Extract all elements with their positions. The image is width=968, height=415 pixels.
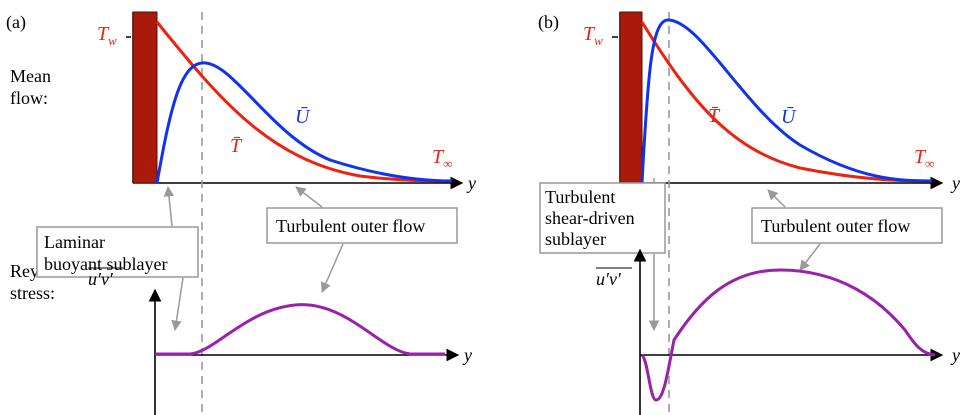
b-shear-box-line1: Turbulent — [545, 187, 615, 207]
a-stress-curve — [155, 303, 445, 356]
reynolds-stress-label-line2: stress: — [10, 283, 55, 303]
a-arrow-laminar-down — [171, 277, 184, 332]
a-stress-y-axis-label: u′v′ — [88, 269, 114, 289]
a-mean-T-curve — [155, 21, 451, 183]
a-Tinf-label: T∞ — [432, 146, 452, 171]
a-arrow-outer-up — [295, 186, 323, 208]
a-laminar-sublayer-box — [36, 226, 199, 278]
b-stress-curve — [640, 268, 936, 402]
b-mean-T-curve — [640, 21, 931, 183]
a-mean-x-axis-label: y — [466, 173, 476, 193]
a-laminar-box-line1: Laminar — [44, 232, 105, 252]
b-mean-U-curve — [640, 18, 933, 184]
b-stress-y-axis-label: u′v′ — [596, 269, 622, 289]
panel-b-label: (b) — [538, 12, 559, 33]
mean-flow-label-line1: Mean — [10, 66, 51, 86]
b-wall — [619, 11, 643, 184]
a-stress-x-axis-label: y — [462, 345, 472, 365]
a-arrow-outer-down — [320, 243, 344, 293]
a-laminar-box-line2: buoyant sublayer — [44, 254, 167, 274]
b-U-label: Ū — [781, 106, 797, 128]
b-shear-box-line3: sublayer — [545, 229, 606, 249]
b-stress-x-axis-label: y — [950, 345, 960, 365]
panel-a: (a) Mean flow: Reynolds stress: y Tw T̄ … — [6, 11, 476, 415]
b-T-label: T̄ — [708, 105, 721, 127]
a-U-label: Ū — [295, 106, 311, 128]
a-turbulent-outer-box-label: Turbulent outer flow — [276, 216, 425, 236]
b-shear-sublayer-box — [539, 182, 666, 254]
panel-a-label: (a) — [6, 12, 26, 33]
a-turbulent-outer-box — [266, 207, 458, 244]
b-arrow-outer-up — [767, 189, 786, 208]
a-mean-U-curve — [155, 61, 453, 184]
b-turbulent-outer-box — [751, 207, 943, 244]
a-arrow-laminar-up — [163, 185, 175, 227]
b-shear-box-line2: shear-driven — [545, 208, 635, 228]
b-mean-x-axis-label: y — [950, 173, 960, 193]
b-arrow-outer-down — [799, 243, 821, 271]
mean-flow-label-line2: flow: — [10, 88, 48, 108]
a-T-label: T̄ — [230, 135, 243, 157]
b-turbulent-outer-box-label: Turbulent outer flow — [761, 216, 910, 236]
b-tw-label: Tw — [583, 23, 603, 48]
a-wall — [132, 11, 158, 184]
a-tw-label: Tw — [97, 23, 117, 48]
panel-b: (b) y Tw T̄ Ū T∞ Turbulent shear-driven … — [538, 11, 960, 415]
b-Tinf-label: T∞ — [914, 146, 934, 171]
